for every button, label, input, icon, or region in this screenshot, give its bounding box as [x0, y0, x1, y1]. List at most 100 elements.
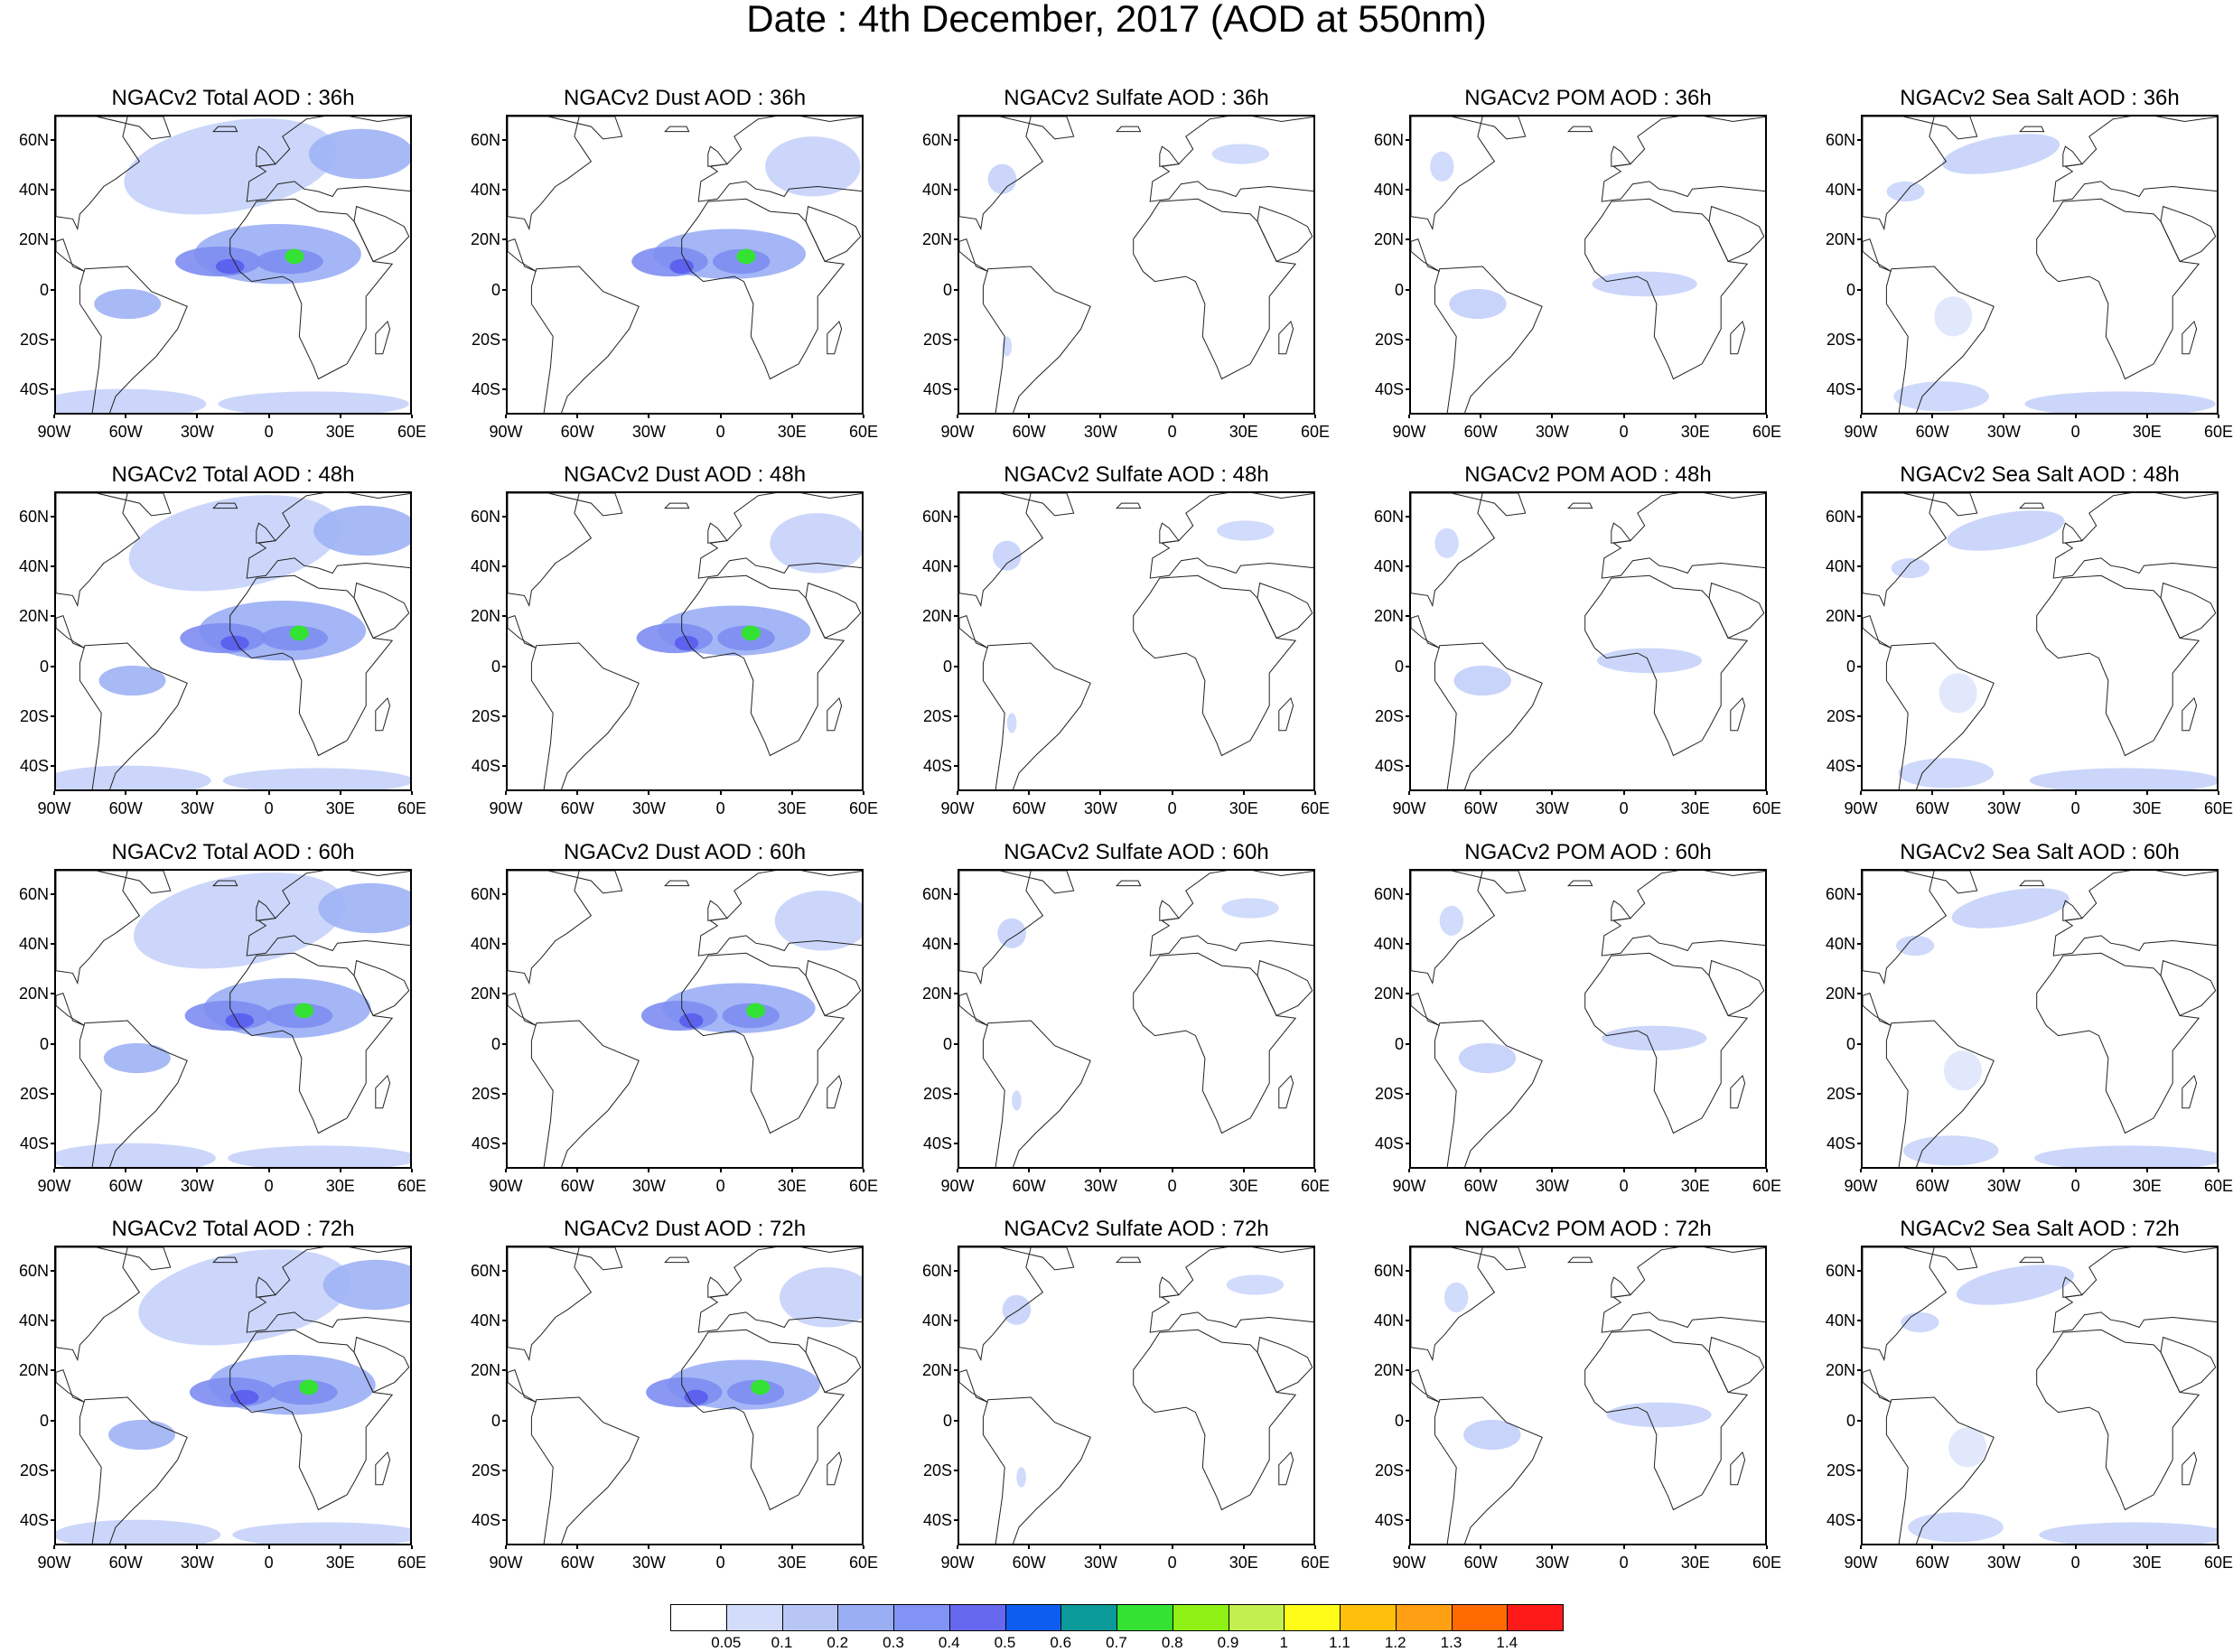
- lat-tick: [502, 288, 506, 291]
- lon-tick-label: 60W: [108, 799, 143, 817]
- lat-tick: [51, 943, 54, 945]
- lon-tick: [53, 791, 55, 795]
- aod-plume: [1463, 1419, 1521, 1451]
- panel-title: NGACv2 Total AOD : 48h: [111, 462, 355, 487]
- lat-tick-label: 0: [1394, 657, 1404, 676]
- lat-tick: [1857, 238, 1861, 241]
- coastline-central-america: [508, 238, 537, 272]
- aod-plume: [765, 136, 861, 197]
- coastline-arabia: [1257, 959, 1313, 1017]
- colorbar-swatch: [670, 1604, 727, 1631]
- coastline-south-america: [1885, 1020, 1995, 1167]
- coastline-central-america: [1863, 238, 1892, 272]
- coastline-greenland: [96, 871, 172, 894]
- lat-tick: [954, 1042, 958, 1045]
- lon-tick: [125, 415, 127, 418]
- lon-tick-label: 30W: [1535, 1177, 1569, 1195]
- colorbar-label: 0.4: [938, 1634, 960, 1651]
- lon-tick-label: 90W: [1844, 799, 1878, 817]
- lon-tick: [267, 1169, 270, 1172]
- lon-tick: [267, 415, 270, 418]
- aod-plume: [674, 635, 699, 651]
- lon-tick: [1314, 415, 1316, 418]
- lon-tick-label: 60W: [1463, 1177, 1498, 1195]
- coastline-africa: [1584, 574, 1749, 757]
- coastline-arabia: [353, 582, 410, 639]
- panel-title: NGACv2 Dust AOD : 36h: [563, 86, 807, 110]
- aod-plumes: [987, 144, 1270, 357]
- coastline-madagascar: [1730, 320, 1746, 355]
- lon-tick-label: 30W: [1083, 799, 1117, 817]
- coastline-south-america: [1885, 1396, 1995, 1544]
- aod-plume: [2024, 391, 2216, 413]
- aod-field: [959, 493, 1313, 789]
- lon-tick: [125, 1545, 127, 1549]
- lat-tick: [502, 765, 506, 768]
- map-panel-seasalt-48h: NGACv2 Sea Salt AOD : 48h 60N 40N 20N 0 20S 40…: [1807, 462, 2233, 842]
- lon-tick: [1242, 415, 1245, 418]
- lat-tick: [954, 715, 958, 717]
- lat-tick-label: 0: [1845, 657, 1855, 676]
- lat-tick-label: 0: [1394, 1034, 1404, 1053]
- lat-tick-label: 40S: [1826, 380, 1855, 399]
- coastline-uk: [2062, 522, 2083, 544]
- coastline-madagascar: [1278, 320, 1294, 355]
- colorbar-swatch: [1340, 1604, 1397, 1631]
- lon-tick-label: 30E: [2132, 1554, 2162, 1572]
- lon-tick: [1171, 415, 1173, 418]
- lat-tick-label: 20N: [18, 230, 49, 249]
- lat-tick: [1406, 339, 1409, 341]
- lon-tick: [1931, 1169, 1934, 1172]
- lat-tick-label: 20S: [922, 331, 952, 349]
- lon-tick: [1028, 791, 1031, 795]
- panel-title: NGACv2 Total AOD : 72h: [111, 1217, 355, 1241]
- lon-tick-label: 60W: [108, 1554, 143, 1572]
- lon-tick-label: 30E: [1229, 423, 1258, 441]
- lon-tick: [1480, 1169, 1482, 1172]
- lon-tick: [1766, 791, 1768, 795]
- aod-plume: [313, 505, 410, 556]
- coastline-madagascar: [1278, 696, 1294, 732]
- coastline-greenland: [547, 117, 623, 140]
- lon-tick-label: 30W: [180, 1177, 214, 1195]
- lat-tick: [51, 1143, 54, 1145]
- aod-plume: [285, 248, 304, 265]
- lat-tick-label: 60N: [1373, 1261, 1404, 1280]
- lon-tick-label: 60E: [1752, 1177, 1782, 1195]
- lon-tick-label: 60E: [2203, 1554, 2233, 1572]
- lat-tick: [1857, 138, 1861, 141]
- lat-tick-label: 0: [942, 280, 952, 299]
- coastline-madagascar: [2182, 1451, 2198, 1486]
- map-panel-total-60h: NGACv2 Total AOD : 60h 60N 40N 20N 0 20S 40S 90…: [0, 840, 452, 1219]
- coastline-greenland: [999, 1247, 1075, 1271]
- lon-tick-label: 60W: [108, 423, 143, 441]
- colorbar-label: 0.8: [1161, 1634, 1183, 1651]
- coastline-greenland: [1451, 1247, 1527, 1271]
- lat-tick-label: 40S: [922, 757, 952, 776]
- panel-title: NGACv2 POM AOD : 60h: [1464, 840, 1712, 864]
- lat-tick-label: 20N: [18, 1361, 49, 1380]
- aod-plume: [636, 622, 713, 654]
- lat-tick-label: 20N: [470, 1361, 500, 1380]
- coastline-arabia: [805, 582, 862, 639]
- map-area: [958, 115, 1315, 415]
- lon-tick-label: 90W: [37, 799, 71, 817]
- lon-tick-label: 90W: [1844, 423, 1878, 441]
- lon-tick: [196, 415, 199, 418]
- lat-tick-label: 0: [491, 1411, 500, 1430]
- lat-tick: [502, 1143, 506, 1145]
- lat-tick: [502, 515, 506, 518]
- panel-title: NGACv2 Sulfate AOD : 72h: [1004, 1217, 1269, 1241]
- lon-tick-label: 60E: [1752, 799, 1782, 817]
- panel-title: NGACv2 Sea Salt AOD : 60h: [1900, 840, 2180, 864]
- coastline-africa: [229, 198, 394, 380]
- coastline-north-america: [56, 493, 141, 608]
- lon-tick-label: 0: [715, 799, 725, 817]
- lon-tick: [411, 415, 413, 418]
- coastline-greenland: [999, 117, 1075, 140]
- lat-tick-label: 20S: [922, 707, 952, 725]
- lat-tick-label: 40S: [1826, 757, 1855, 776]
- lat-tick-label: 40S: [471, 757, 500, 776]
- colorbar-label: 1.1: [1329, 1634, 1350, 1651]
